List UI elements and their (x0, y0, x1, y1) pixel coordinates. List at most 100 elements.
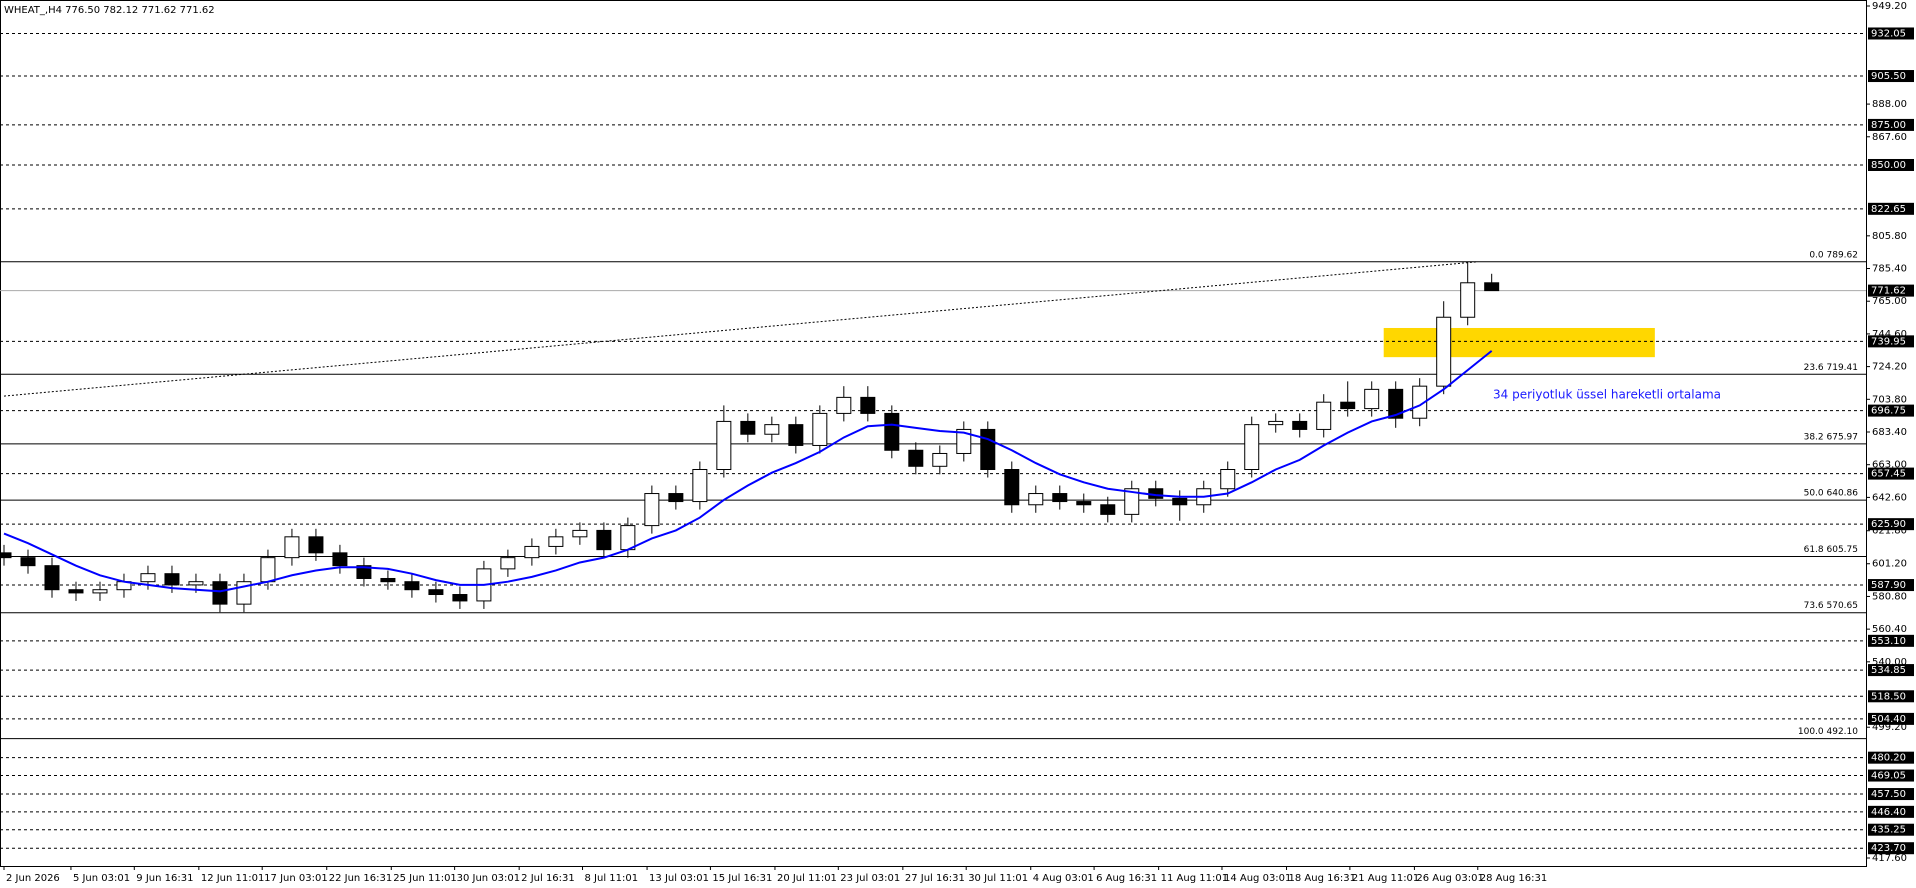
candle-body (404, 581, 420, 591)
level-label-box (1868, 118, 1914, 131)
candle-body (1460, 282, 1476, 318)
x-tick-label: 21 Aug 11:01 (1352, 873, 1419, 884)
candle-body (428, 589, 444, 596)
level-label-box (1868, 634, 1914, 647)
level-label: 875.00 (1871, 120, 1906, 131)
level-label-box (1868, 769, 1914, 782)
candle-body (1292, 420, 1308, 430)
level-label: 587.90 (1871, 580, 1906, 591)
fib-label: 23.6 719.41 (1804, 363, 1858, 373)
candle-body (1412, 385, 1428, 419)
candle-body (908, 449, 924, 467)
level-label: 822.65 (1871, 204, 1906, 215)
candle-body (1484, 282, 1500, 292)
level-label: 435.25 (1871, 825, 1906, 836)
candle-body (0, 552, 12, 559)
candle-body (548, 536, 564, 547)
candle-body (836, 396, 852, 414)
y-tick-label: 642.60 (1872, 492, 1907, 503)
y-tick-label: 867.60 (1872, 132, 1907, 143)
candle-body (356, 565, 372, 579)
candle-body (692, 469, 708, 503)
x-tick-label: 12 Jun 11:01 (201, 873, 265, 884)
level-label-box (1868, 467, 1914, 480)
x-tick-label: 23 Jul 03:01 (840, 873, 900, 884)
candle-body (980, 428, 996, 471)
x-tick-label: 15 Jul 16:31 (712, 873, 772, 884)
y-tick-label: 540.00 (1872, 657, 1907, 668)
candle-body (1436, 316, 1452, 387)
level-label: 504.40 (1871, 714, 1906, 725)
y-tick-label: 621.80 (1872, 526, 1907, 537)
candle-body (308, 536, 324, 554)
x-tick-label: 20 Jul 11:01 (777, 873, 837, 884)
level-label-box (1868, 842, 1914, 855)
candle-body (644, 493, 660, 527)
candle-body (572, 529, 588, 538)
x-tick-label: 2 Jun 2026 (6, 873, 60, 884)
y-tick-label: 663.00 (1872, 460, 1907, 471)
trendline (3, 261, 1478, 397)
level-label-box (1868, 202, 1914, 215)
level-label: 932.05 (1871, 28, 1906, 39)
candle-body (20, 557, 36, 567)
candle-body (1268, 420, 1284, 426)
y-tick-label: 580.80 (1872, 591, 1907, 602)
x-tick-label: 2 Jul 16:31 (521, 873, 575, 884)
y-tick-label: 765.00 (1872, 296, 1907, 307)
fib-label: 0.0 789.62 (1809, 250, 1858, 260)
candle-body (260, 557, 276, 583)
candle-body (884, 412, 900, 451)
candle-body (1220, 469, 1236, 490)
candle-body (1244, 424, 1260, 471)
y-tick-label: 499.20 (1872, 722, 1907, 733)
candle-body (620, 525, 636, 551)
y-tick-label: 560.40 (1872, 624, 1907, 635)
level-label: 905.50 (1871, 71, 1906, 82)
y-tick-label: 785.40 (1872, 264, 1907, 275)
x-tick-label: 13 Jul 03:01 (649, 873, 709, 884)
candle-body (500, 557, 516, 570)
candle-body (1388, 388, 1404, 419)
level-label: 423.70 (1871, 843, 1906, 854)
candle-body (164, 573, 180, 586)
x-tick-label: 25 Jun 11:01 (393, 873, 457, 884)
level-label-box (1868, 664, 1914, 677)
level-label-box (1868, 579, 1914, 592)
x-tick-label: 9 Jun 16:31 (136, 873, 193, 884)
fib-label: 73.6 570.65 (1804, 601, 1858, 611)
level-label: 553.10 (1871, 636, 1906, 647)
candle-body (812, 412, 828, 446)
level-label: 469.05 (1871, 771, 1906, 782)
y-tick-label: 703.80 (1872, 394, 1907, 405)
level-label: 534.85 (1871, 665, 1906, 676)
fib-label: 50.0 640.86 (1804, 489, 1859, 499)
level-label-box (1868, 158, 1914, 171)
level-label-box (1868, 751, 1914, 764)
level-label-box (1868, 70, 1914, 83)
current-price-box (1868, 284, 1914, 297)
level-label: 518.50 (1871, 691, 1906, 702)
candle-body (716, 420, 732, 471)
candle-body (140, 573, 156, 583)
y-tick-label: 601.20 (1872, 559, 1907, 570)
y-tick-label: 805.80 (1872, 231, 1907, 242)
y-tick-label: 949.20 (1872, 1, 1907, 12)
level-label-box (1868, 27, 1914, 40)
level-label: 696.75 (1871, 406, 1906, 417)
x-tick-label: 17 Jun 03:01 (264, 873, 328, 884)
y-tick-label: 888.00 (1872, 99, 1907, 110)
candle-body (788, 424, 804, 446)
candle-body (596, 529, 612, 551)
candle-body (452, 594, 468, 602)
y-tick-label: 724.20 (1872, 362, 1907, 373)
x-tick-label: 6 Aug 16:31 (1096, 873, 1157, 884)
candle-body (740, 420, 756, 435)
x-tick-label: 8 Jul 11:01 (585, 873, 639, 884)
candle-body (1172, 497, 1188, 506)
x-tick-label: 30 Jul 11:01 (968, 873, 1028, 884)
x-tick-label: 5 Jun 03:01 (73, 873, 130, 884)
candle-body (68, 589, 84, 594)
